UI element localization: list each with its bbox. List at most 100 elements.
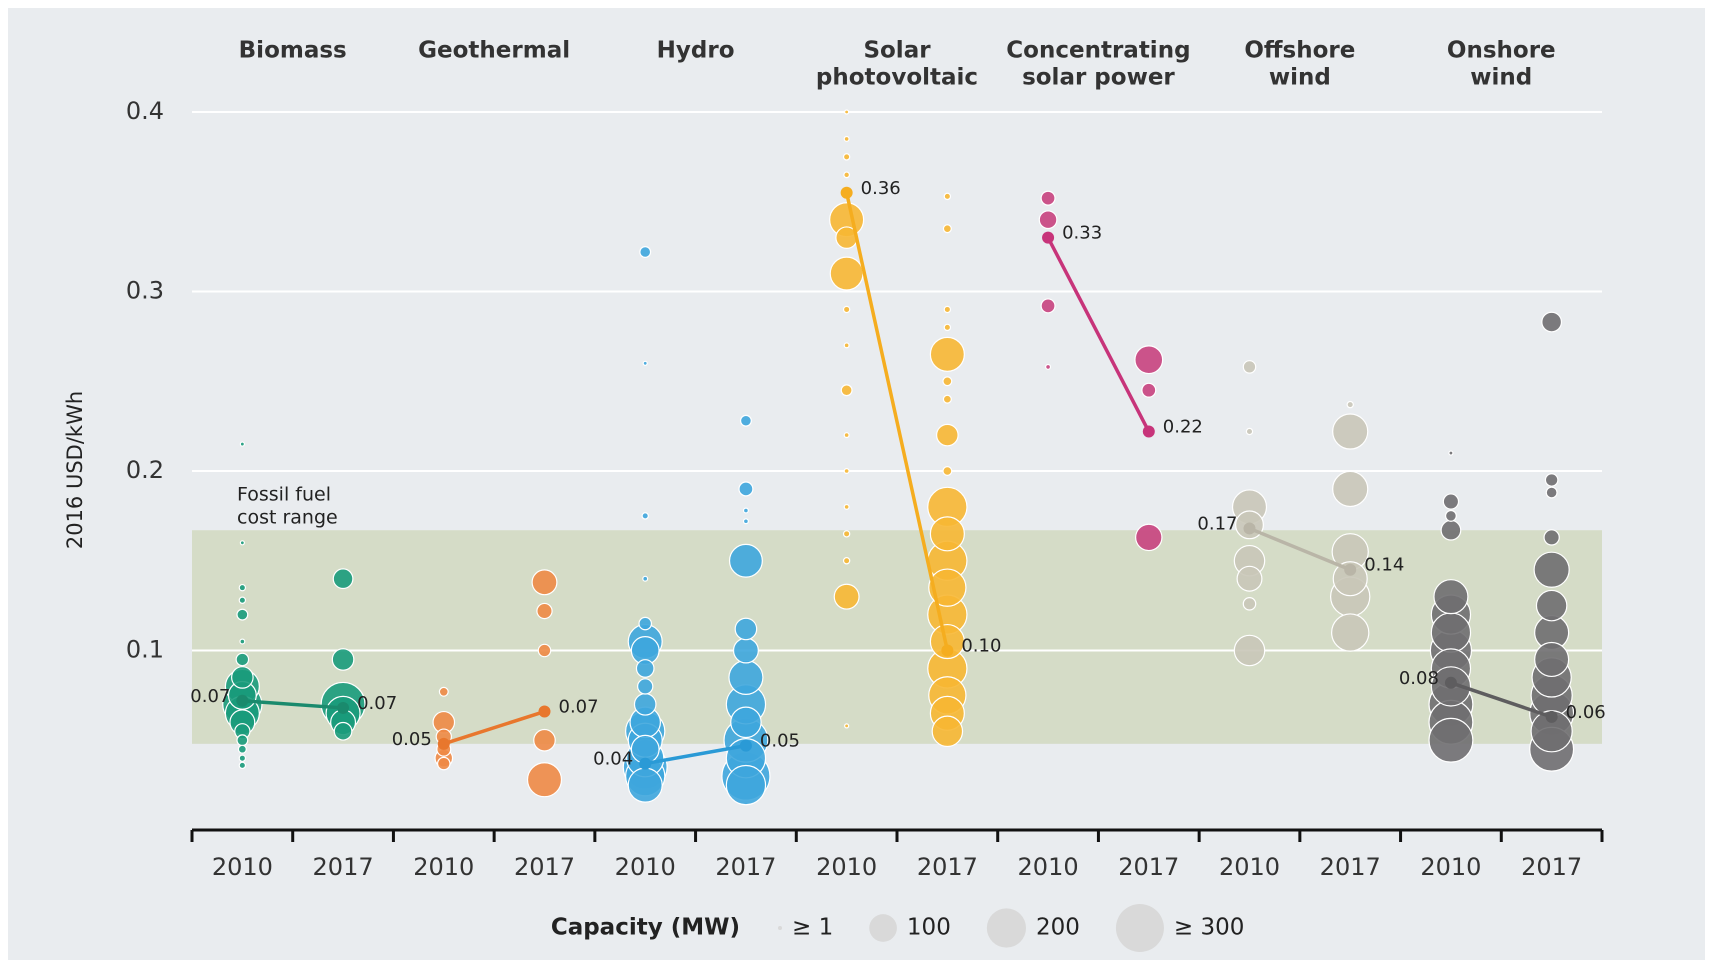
average-point bbox=[941, 644, 954, 657]
average-point bbox=[639, 757, 652, 770]
bubble bbox=[1541, 311, 1563, 333]
legend-label: 200 bbox=[1036, 915, 1080, 941]
average-label: 0.33 bbox=[1062, 223, 1102, 244]
bubble bbox=[840, 384, 853, 397]
bubble bbox=[1533, 551, 1570, 588]
bubble bbox=[1045, 363, 1052, 370]
group-title: photovoltaic bbox=[816, 65, 978, 91]
bubble bbox=[638, 616, 653, 631]
average-point bbox=[1344, 563, 1357, 576]
average-point bbox=[1444, 676, 1457, 689]
bubble bbox=[929, 336, 965, 372]
bubble bbox=[238, 761, 247, 770]
bubble bbox=[231, 666, 254, 689]
bubble bbox=[842, 530, 851, 538]
legend-label: ≥ 300 bbox=[1174, 915, 1244, 941]
bubble bbox=[236, 734, 249, 747]
legend-title: Capacity (MW) bbox=[551, 915, 740, 941]
x-tick-label: 2010 bbox=[413, 853, 474, 881]
bubble bbox=[1545, 486, 1558, 499]
bubble bbox=[438, 686, 449, 697]
average-label: 0.05 bbox=[392, 729, 432, 750]
bubble bbox=[1135, 523, 1163, 552]
bubble bbox=[239, 638, 246, 645]
group-title: Offshore bbox=[1244, 38, 1355, 64]
bubble bbox=[627, 767, 663, 803]
x-tick-label: 2017 bbox=[1521, 853, 1582, 881]
bubble bbox=[642, 360, 648, 366]
bubble bbox=[333, 721, 353, 741]
x-tick-label: 2017 bbox=[715, 853, 776, 881]
bubble bbox=[732, 637, 759, 664]
bubble bbox=[236, 608, 249, 621]
bubble bbox=[1346, 400, 1354, 409]
group-title: Solar bbox=[863, 38, 931, 64]
average-line bbox=[242, 699, 344, 710]
average-label: 0.14 bbox=[1364, 555, 1404, 576]
bubble bbox=[1236, 565, 1263, 592]
y-tick-label: 0.4 bbox=[126, 97, 164, 125]
average-point bbox=[337, 701, 350, 714]
group-title: solar power bbox=[1022, 65, 1175, 91]
average-point bbox=[236, 694, 249, 707]
average-line bbox=[1046, 236, 1151, 433]
x-tick-label: 2017 bbox=[313, 853, 374, 881]
bubble bbox=[942, 376, 953, 387]
average-label: 0.07 bbox=[357, 693, 397, 714]
legend-bubble bbox=[1115, 904, 1164, 952]
legend-label: ≥ 1 bbox=[792, 915, 833, 941]
bubble bbox=[642, 575, 649, 582]
bubble bbox=[237, 744, 247, 754]
bubble bbox=[943, 305, 952, 314]
bubble bbox=[531, 569, 558, 596]
y-axis-label: 2016 USD/kWh bbox=[63, 391, 87, 549]
bubble bbox=[842, 305, 851, 314]
bubble bbox=[1535, 589, 1568, 622]
group-title: wind bbox=[1470, 65, 1532, 91]
group-title: Biomass bbox=[239, 38, 347, 64]
average-label: 0.17 bbox=[1197, 513, 1237, 534]
bubble bbox=[942, 466, 953, 476]
bubble bbox=[536, 602, 553, 620]
bubble bbox=[829, 256, 864, 291]
bubble bbox=[738, 481, 754, 497]
average-label: 0.07 bbox=[559, 697, 599, 718]
x-tick-label: 2010 bbox=[212, 853, 273, 881]
bubble bbox=[1430, 612, 1472, 653]
average-line bbox=[1450, 681, 1553, 719]
bubble bbox=[843, 135, 850, 142]
bubble bbox=[1332, 561, 1368, 597]
average-point bbox=[1243, 522, 1256, 535]
bubble bbox=[1444, 509, 1457, 522]
bubble bbox=[1040, 190, 1056, 206]
bubble bbox=[639, 246, 652, 258]
average-label: 0.10 bbox=[961, 636, 1001, 657]
x-tick-label: 2010 bbox=[1018, 853, 1079, 881]
x-tick-label: 2017 bbox=[1118, 853, 1179, 881]
x-tick-label: 2010 bbox=[816, 853, 877, 881]
average-point bbox=[840, 186, 853, 199]
bubble bbox=[728, 659, 764, 695]
bubble bbox=[1544, 473, 1559, 487]
bubble bbox=[942, 224, 952, 234]
band-label: Fossil fuel bbox=[237, 484, 331, 506]
bubble bbox=[1245, 427, 1254, 436]
bubble bbox=[843, 342, 850, 349]
bubble bbox=[844, 723, 850, 729]
bubble bbox=[843, 432, 850, 439]
average-point bbox=[1142, 425, 1155, 438]
bubble bbox=[1332, 413, 1369, 450]
bubble bbox=[1332, 470, 1369, 508]
y-tick-label: 0.2 bbox=[126, 456, 164, 484]
bubble bbox=[742, 507, 749, 514]
average-point bbox=[437, 737, 450, 750]
bubble bbox=[833, 583, 860, 610]
bubble bbox=[1038, 210, 1058, 230]
average-line bbox=[1248, 526, 1351, 572]
bubble bbox=[842, 557, 851, 565]
bubble bbox=[1242, 360, 1257, 374]
bubble bbox=[742, 518, 749, 525]
bubble bbox=[725, 764, 767, 806]
bubble bbox=[1442, 493, 1460, 510]
